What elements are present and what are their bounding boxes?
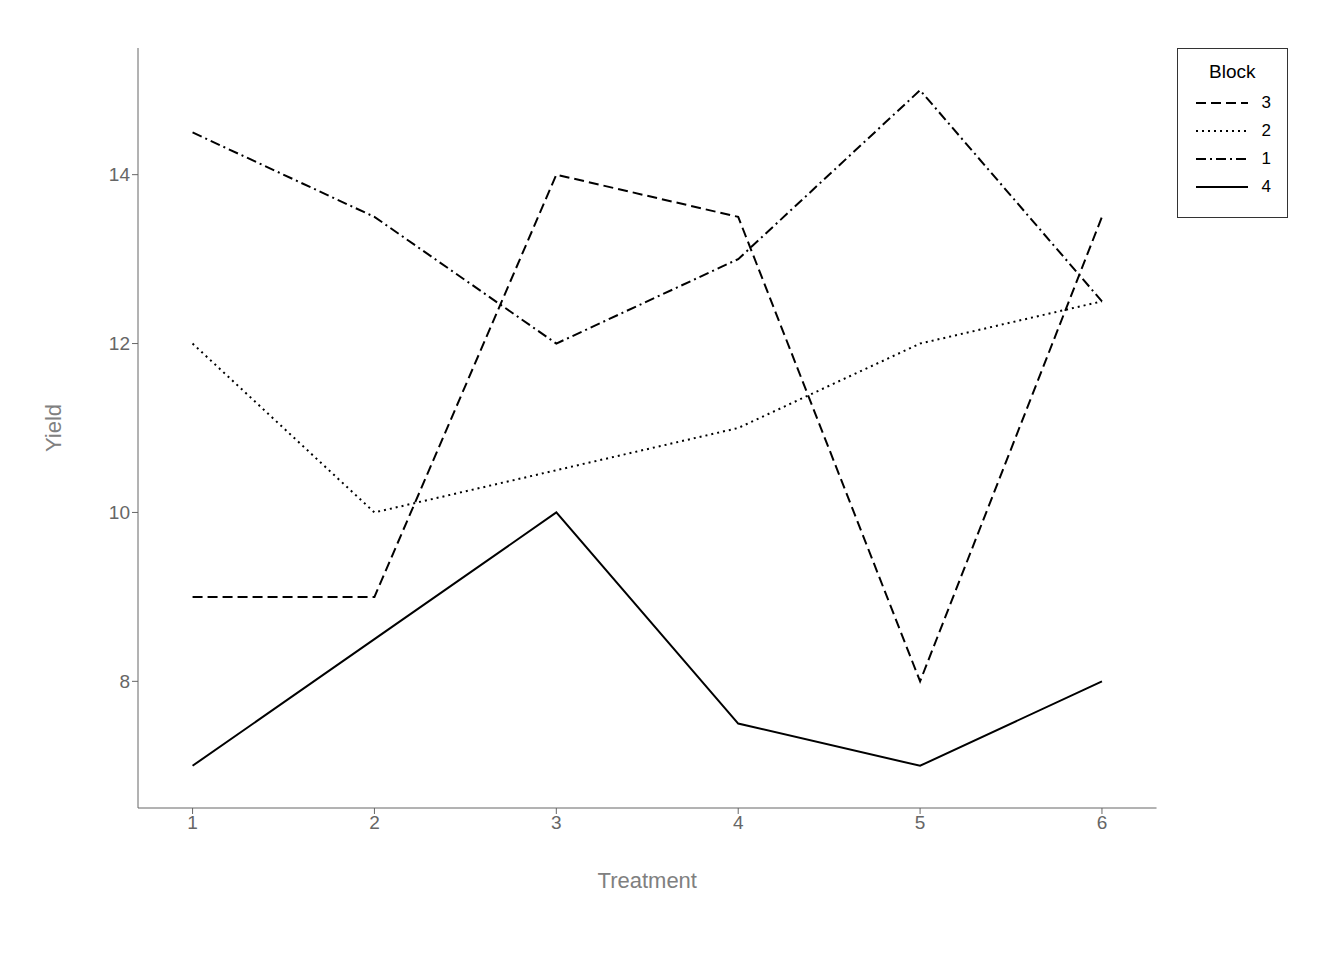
svg-text:14: 14: [109, 164, 131, 185]
svg-text:2: 2: [369, 812, 380, 833]
svg-text:Yield: Yield: [41, 404, 66, 452]
svg-text:5: 5: [915, 812, 926, 833]
html-text:Block: Block: [1209, 61, 1256, 82]
svg-text:Treatment: Treatment: [598, 868, 697, 893]
svg-text:3: 3: [551, 812, 562, 833]
html-text:1: 1: [1261, 149, 1271, 168]
html-text:2: 2: [1261, 121, 1271, 140]
html-text:4: 4: [1261, 177, 1271, 196]
svg-text:10: 10: [109, 502, 130, 523]
svg-text:4: 4: [733, 812, 744, 833]
svg-text:6: 6: [1097, 812, 1108, 833]
svg-text:8: 8: [119, 671, 130, 692]
svg-text:12: 12: [109, 333, 130, 354]
svg-text:1: 1: [187, 812, 198, 833]
html-text:3: 3: [1261, 93, 1271, 112]
